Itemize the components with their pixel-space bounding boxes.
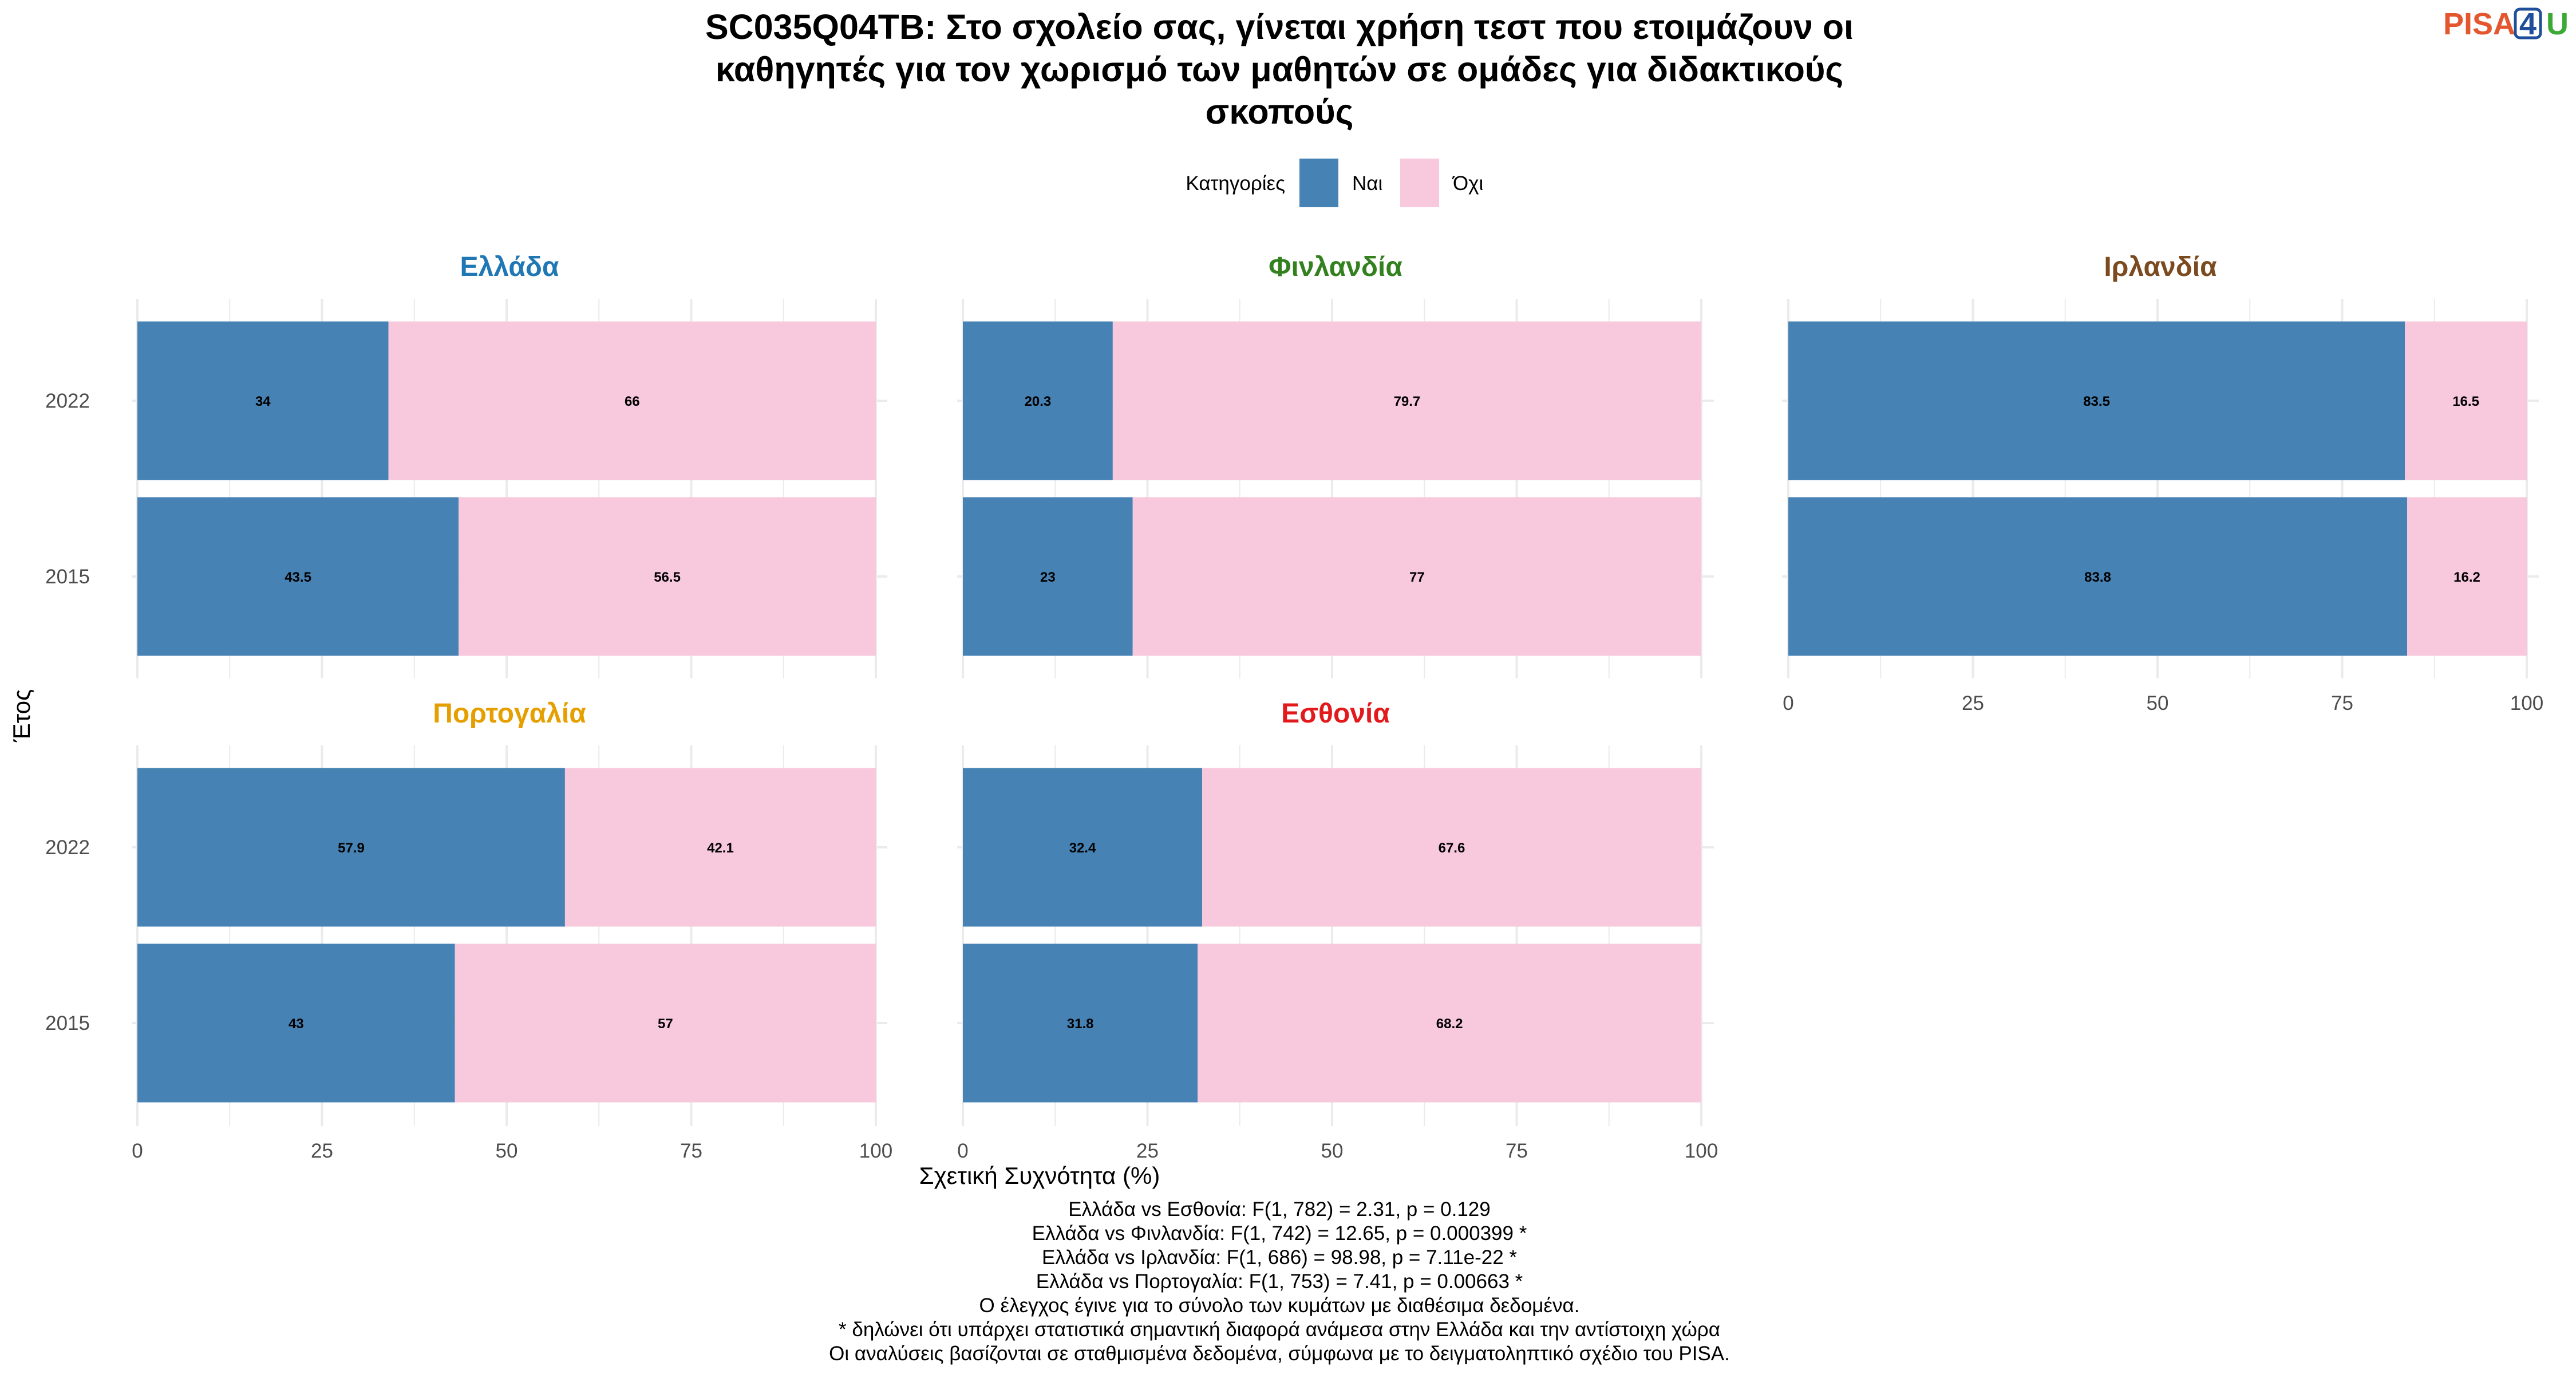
x-tick-label: 50 <box>2147 692 2169 714</box>
note-line: Ελλάδα vs Πορτογαλία: F(1, 753) = 7.41, … <box>1036 1270 1523 1293</box>
x-tick-label: 25 <box>311 1140 333 1162</box>
facet-panel: Φινλανδία 20.3 79.7 23 77 <box>957 252 1714 678</box>
bar-label-no: 77 <box>1409 570 1425 585</box>
bar-label-no: 79.7 <box>1394 394 1421 409</box>
y-tick-label: 2015 <box>45 1012 90 1035</box>
legend: Κατηγορίες Ναι Όχι <box>1186 159 1483 207</box>
bar-yes <box>1788 497 2408 656</box>
logo-letter: U <box>2546 7 2569 41</box>
legend-title: Κατηγορίες <box>1186 172 1285 195</box>
title-line-2: καθηγητές για τον χωρισμό των μαθητών σε… <box>716 50 1843 89</box>
logo-text: PISA <box>2443 7 2515 41</box>
x-tick-label: 50 <box>496 1140 518 1162</box>
bar-label-yes: 43 <box>289 1016 304 1032</box>
x-axis-title: Σχετική Συχνότητα (%) <box>919 1162 1160 1189</box>
facet-title: Εσθονία <box>1281 698 1390 729</box>
bar-label-no: 16.5 <box>2452 394 2479 409</box>
footnotes: Ελλάδα vs Εσθονία: F(1, 782) = 2.31, p =… <box>829 1198 1730 1365</box>
note-line: Οι αναλύσεις βασίζονται σε σταθμισμένα δ… <box>829 1343 1730 1365</box>
title-line-1: SC035Q04TB: Στο σχολείο σας, γίνεται χρή… <box>705 7 1854 46</box>
x-tick-label: 0 <box>1783 692 1793 714</box>
legend-label-no: Όχι <box>1452 172 1483 195</box>
bar-no <box>1202 768 1701 927</box>
bar-yes <box>963 321 1113 480</box>
x-tick-label: 75 <box>2331 692 2353 714</box>
bar-label-no: 67.6 <box>1439 840 1465 856</box>
facet-title: Πορτογαλία <box>433 698 586 729</box>
bar-no <box>2407 497 2527 656</box>
facet-title: Ελλάδα <box>460 252 559 282</box>
y-tick-label: 2015 <box>45 566 90 588</box>
y-tick-label: 2022 <box>45 836 90 859</box>
bar-yes <box>963 497 1133 656</box>
facet-title: Φινλανδία <box>1269 252 1402 282</box>
note-line: * δηλώνει ότι υπάρχει στατιστικά σημαντι… <box>839 1318 1720 1341</box>
bar-yes <box>963 943 1198 1103</box>
facet-panel: Ελλάδα 34 66 2022 43.5 56.5 2015 <box>45 252 887 678</box>
note-line: Ελλάδα vs Φινλανδία: F(1, 742) = 12.65, … <box>1032 1222 1527 1245</box>
bar-no <box>388 321 876 480</box>
bar-label-yes: 34 <box>255 394 271 409</box>
bar-label-yes: 31.8 <box>1067 1016 1094 1032</box>
bar-label-yes: 23 <box>1040 570 1056 585</box>
y-axis-title: Έτος <box>8 689 35 743</box>
bar-label-yes: 83.5 <box>2083 394 2110 409</box>
bar-label-yes: 43.5 <box>285 570 311 585</box>
note-line: Ελλάδα vs Εσθονία: F(1, 782) = 2.31, p =… <box>1068 1198 1490 1221</box>
facet-title: Ιρλανδία <box>2104 252 2217 282</box>
bar-no <box>1198 943 1701 1103</box>
x-tick-label: 100 <box>1685 1140 1718 1162</box>
y-tick-label: 2022 <box>45 390 90 412</box>
bar-yes <box>1788 321 2405 480</box>
bar-yes <box>137 943 455 1103</box>
x-tick-label: 0 <box>957 1140 968 1162</box>
note-line: Ο έλεγχος έγινε για το σύνολο των κυμάτω… <box>979 1294 1580 1317</box>
bar-label-no: 16.2 <box>2453 570 2480 585</box>
bar-yes <box>963 768 1202 927</box>
legend-label-yes: Ναι <box>1352 172 1382 195</box>
bar-no <box>564 768 876 927</box>
x-tick-label: 75 <box>1506 1140 1528 1162</box>
bar-label-yes: 83.8 <box>2084 570 2111 585</box>
x-tick-label: 50 <box>1321 1140 1344 1162</box>
bar-label-no: 66 <box>625 394 640 409</box>
bar-yes <box>137 321 389 480</box>
bar-no <box>1112 321 1701 480</box>
bar-label-no: 68.2 <box>1436 1016 1463 1032</box>
facet-panel: Ιρλανδία 83.5 16.5 83.8 16.2 0 25 50 75 100 <box>1782 252 2543 714</box>
note-line: Ελλάδα vs Ιρλανδία: F(1, 686) = 98.98, p… <box>1042 1246 1517 1269</box>
legend-key-yes <box>1299 159 1338 207</box>
title-line-3: σκοπούς <box>1206 92 1354 131</box>
bar-label-yes: 32.4 <box>1069 840 1096 856</box>
x-tick-label: 25 <box>1962 692 1984 714</box>
facet-panel: Πορτογαλία 57.9 42.1 2022 43 57 2015 0 25 50 75 100 <box>45 698 892 1162</box>
pisa4u-logo: PISA 4 U <box>2443 7 2569 41</box>
bar-yes <box>137 768 565 927</box>
bar-no <box>1132 497 1701 656</box>
legend-key-no <box>1400 159 1439 207</box>
logo-digit: 4 <box>2519 7 2537 41</box>
x-tick-label: 75 <box>680 1140 702 1162</box>
bar-no <box>455 943 876 1103</box>
facet-panel: Εσθονία 32.4 67.6 31.8 68.2 0 25 50 75 100 <box>957 698 1718 1162</box>
bar-label-yes: 20.3 <box>1025 394 1052 409</box>
bar-label-no: 57 <box>658 1016 673 1032</box>
bar-label-no: 56.5 <box>654 570 681 585</box>
bar-label-no: 42.1 <box>707 840 734 856</box>
bar-label-yes: 57.9 <box>338 840 365 856</box>
chart-title: SC035Q04TB: Στο σχολείο σας, γίνεται χρή… <box>705 7 1854 131</box>
x-tick-label: 0 <box>132 1140 143 1162</box>
logo-digit-box <box>2514 7 2542 40</box>
x-tick-label: 100 <box>859 1140 892 1162</box>
x-tick-label: 100 <box>2510 692 2543 714</box>
bar-no <box>459 497 876 656</box>
bar-no <box>2405 321 2527 480</box>
facet-panels: Ελλάδα 34 66 2022 43.5 56.5 2015 Φινλανδία 20.3 7… <box>45 252 2543 1162</box>
x-tick-label: 25 <box>1136 1140 1159 1162</box>
bar-yes <box>137 497 459 656</box>
